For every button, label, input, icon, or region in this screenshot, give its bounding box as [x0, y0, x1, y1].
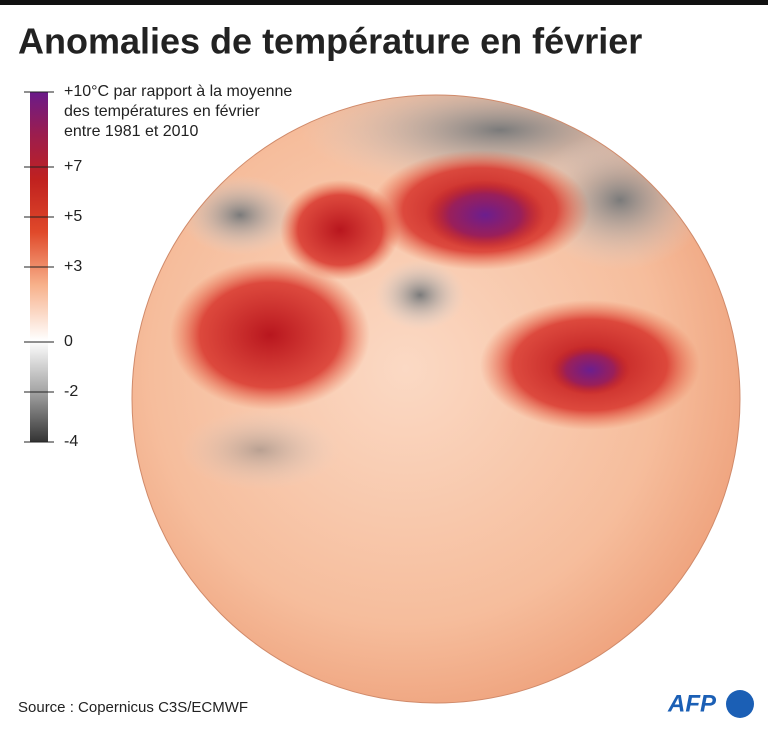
globe: [131, 94, 741, 704]
tick-label: -2: [64, 383, 78, 400]
logo-dot: [726, 690, 754, 718]
warm-area: [170, 260, 370, 410]
title: Anomalies de température en février: [18, 21, 642, 62]
legend-caption: entre 1981 et 2010: [64, 123, 198, 140]
source: Source : Copernicus C3S/ECMWF: [18, 699, 248, 716]
tick-label: +5: [64, 208, 82, 225]
tick-label: 0: [64, 333, 73, 350]
hot-area: [550, 345, 630, 395]
cold-area: [180, 175, 300, 255]
logo: AFP: [667, 690, 717, 717]
top-rule: [0, 0, 768, 5]
cold-area: [375, 260, 465, 330]
tick-label: -4: [64, 433, 78, 450]
globe-edge: [131, 94, 741, 704]
legend-caption: des températures en février: [64, 103, 260, 120]
tick-label: +10°C par rapport à la moyenne: [64, 83, 292, 100]
hot-area: [425, 180, 545, 250]
legend: +10°C par rapport à la moyenne +7 +5 +3 0 -2 -…: [24, 83, 292, 450]
cold-area: [180, 410, 340, 490]
warm-area: [280, 180, 400, 280]
tick-label: +7: [64, 158, 82, 175]
tick-label: +3: [64, 258, 82, 275]
